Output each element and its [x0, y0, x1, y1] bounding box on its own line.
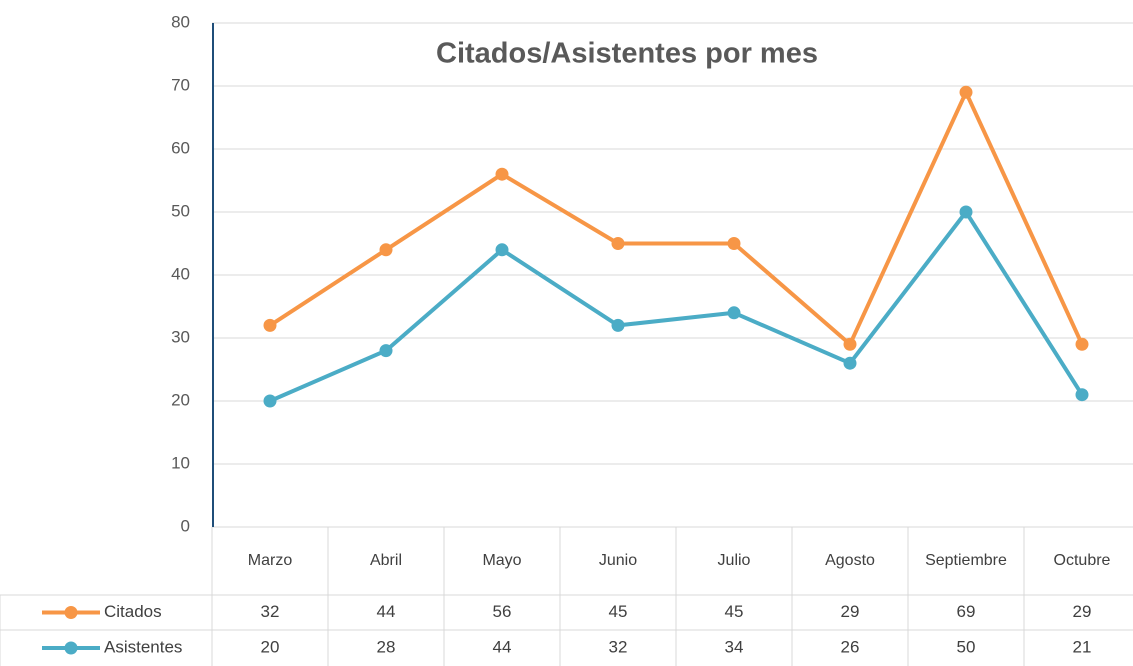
x-tick-label: Marzo [248, 552, 293, 569]
y-tick-label: 20 [171, 390, 190, 409]
marker [843, 337, 857, 351]
marker [263, 318, 277, 332]
x-tick-label: Mayo [482, 552, 521, 569]
marker [379, 243, 393, 257]
marker [727, 306, 741, 320]
marker [495, 243, 509, 257]
table-value: 45 [609, 602, 628, 621]
table-value: 34 [725, 637, 744, 656]
marker [263, 394, 277, 408]
legend-marker [64, 606, 78, 619]
table-value: 29 [841, 602, 860, 621]
marker [727, 237, 741, 250]
marker [959, 205, 973, 219]
marker [611, 237, 625, 250]
legend-marker [64, 641, 78, 655]
table-value: 20 [261, 637, 280, 656]
table-value: 28 [377, 637, 396, 656]
table-value: 69 [957, 602, 976, 621]
legend-label: Citados [104, 602, 162, 621]
x-tick-label: Agosto [825, 552, 875, 569]
table-value: 44 [377, 602, 396, 621]
table-value: 32 [609, 637, 628, 656]
y-tick-label: 60 [171, 138, 190, 157]
marker [1075, 337, 1089, 351]
x-tick-label: Octubre [1054, 552, 1111, 569]
y-tick-label: 50 [171, 201, 190, 220]
table-value: 56 [493, 602, 512, 621]
legend-label: Asistentes [104, 637, 182, 656]
marker [379, 344, 393, 358]
marker [959, 85, 973, 99]
marker [1075, 388, 1089, 402]
x-tick-label: Abril [370, 552, 402, 569]
y-tick-label: 10 [171, 453, 190, 472]
chart-title: Citados/Asistentes por mes [436, 38, 818, 70]
series-line [268, 90, 1084, 347]
table-value: 26 [841, 637, 860, 656]
table-value: 45 [725, 602, 744, 621]
y-tick-label: 30 [171, 327, 190, 346]
table-value: 21 [1073, 637, 1092, 656]
marker [611, 318, 625, 332]
x-tick-label: Julio [718, 552, 751, 569]
x-tick-label: Junio [599, 552, 637, 569]
series-line [269, 210, 1084, 403]
table-value: 44 [493, 637, 512, 656]
table-value: 32 [261, 602, 280, 621]
table-value: 50 [957, 637, 976, 656]
marker [843, 356, 857, 370]
y-tick-label: 80 [171, 12, 190, 31]
y-tick-label: 0 [181, 516, 190, 535]
y-tick-label: 40 [171, 264, 190, 283]
y-tick-label: 70 [171, 75, 190, 94]
table-value: 29 [1073, 602, 1092, 621]
marker [495, 167, 509, 181]
x-tick-label: Septiembre [925, 552, 1007, 569]
